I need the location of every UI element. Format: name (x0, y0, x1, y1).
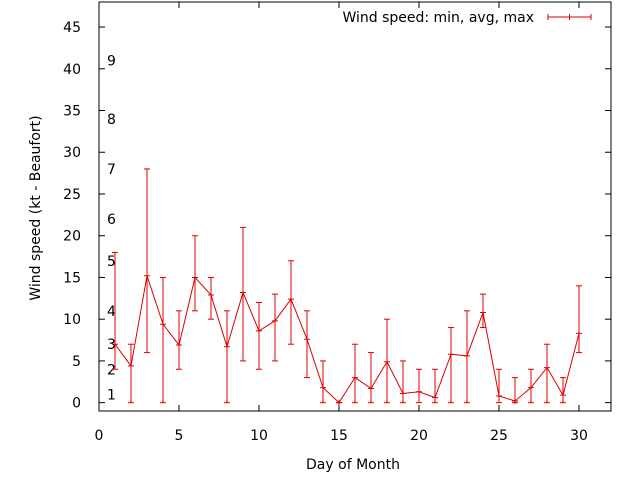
data-point (272, 317, 278, 324)
beaufort-label: 6 (107, 212, 116, 228)
beaufort-label: 2 (107, 362, 116, 378)
y-tick-label: 25 (63, 187, 81, 203)
y-tick-label: 30 (63, 145, 81, 161)
y-tick-label: 5 (72, 354, 81, 370)
avg-line (114, 275, 580, 404)
beaufort-label: 9 (107, 53, 116, 69)
data-point (464, 352, 470, 359)
y-tick-label: 0 (72, 396, 81, 412)
plot-border (98, 1, 612, 412)
y-tick-label: 10 (63, 312, 81, 328)
data-point (176, 342, 182, 349)
beaufort-label: 8 (107, 112, 116, 128)
data-point (448, 351, 454, 358)
data-point (224, 343, 230, 350)
data-point (256, 327, 262, 334)
data-point (192, 274, 198, 281)
data-point (384, 358, 390, 365)
data-point (128, 362, 134, 369)
data-point (528, 384, 534, 391)
series-wind-speed (112, 168, 582, 406)
data-point (512, 397, 518, 404)
data-point (304, 336, 310, 343)
data-point (576, 330, 582, 337)
data-point (336, 399, 342, 406)
data-point (416, 388, 422, 395)
data-point (144, 272, 150, 279)
data-point (400, 390, 406, 397)
data-point (208, 291, 214, 298)
x-tick-label: 20 (410, 428, 428, 444)
beaufort-label: 4 (107, 304, 116, 320)
x-tick-label: 10 (250, 428, 268, 444)
legend-label: Wind speed: min, avg, max (342, 10, 534, 26)
x-axis-label: Day of Month (306, 457, 400, 473)
data-point (240, 289, 246, 296)
y-tick-label: 40 (63, 62, 81, 78)
data-point (480, 309, 486, 316)
x-tick-label: 0 (95, 428, 104, 444)
data-point (432, 394, 438, 401)
y-tick-label: 45 (63, 20, 81, 36)
data-point (320, 384, 326, 391)
y-tick-label: 35 (63, 104, 81, 120)
x-tick-label: 30 (570, 428, 588, 444)
y-axis-label: Wind speed (kt - Beaufort) (28, 115, 44, 300)
legend: Wind speed: min, avg, max (342, 10, 592, 26)
data-point (160, 321, 166, 328)
beaufort-labels: 1 2 3 4 5 6 7 8 9 (107, 53, 116, 403)
x-tick-label: 5 (175, 428, 184, 444)
data-point (560, 392, 566, 399)
plot-frame (98, 1, 612, 412)
beaufort-label: 3 (107, 337, 116, 353)
y-tick-label: 15 (63, 270, 81, 286)
y-tick-label: 20 (63, 229, 81, 245)
beaufort-label: 5 (107, 254, 116, 270)
data-point (112, 341, 118, 348)
beaufort-label: 7 (107, 162, 116, 178)
data-point (496, 392, 502, 399)
x-tick-label: 25 (490, 428, 508, 444)
data-point (288, 296, 294, 303)
data-point (352, 374, 358, 381)
beaufort-label: 1 (107, 387, 116, 403)
data-point (544, 364, 550, 371)
data-point (368, 385, 374, 392)
x-tick-label: 15 (330, 428, 348, 444)
